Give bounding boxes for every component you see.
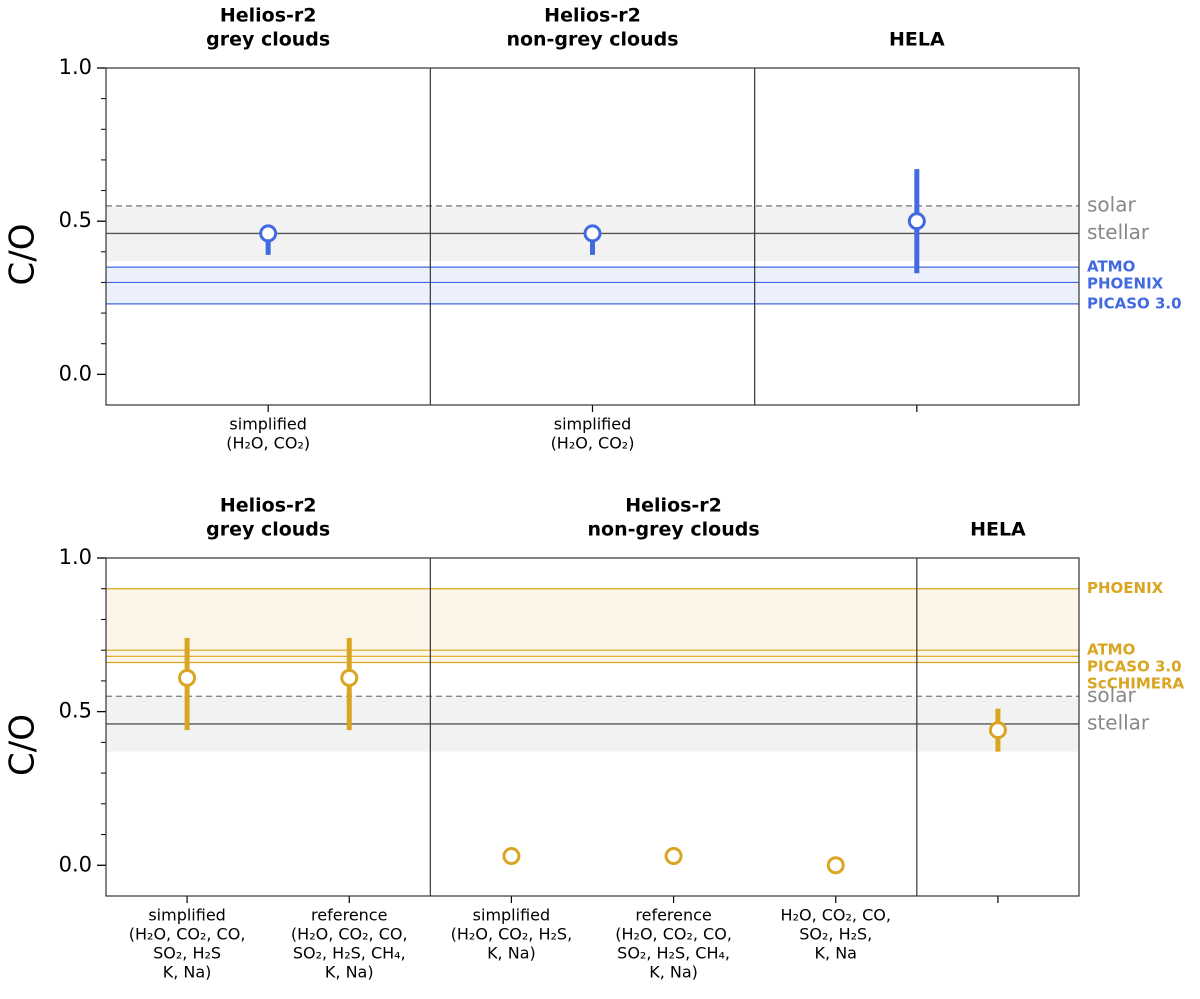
group-title: HELA	[970, 519, 1026, 541]
model-label: PHOENIX	[1087, 579, 1164, 597]
x-tick-label: simplified	[148, 906, 226, 925]
model-band	[106, 588, 1079, 663]
data-point	[664, 847, 683, 866]
group-title: non-grey clouds	[506, 29, 678, 51]
model-band	[106, 267, 1079, 304]
y-tick-label: 0.5	[59, 699, 92, 723]
x-tick-label: K, Na)	[325, 963, 374, 982]
x-tick-label: K, Na)	[487, 944, 536, 963]
x-tick-label: reference	[311, 906, 387, 925]
data-point	[178, 668, 197, 687]
model-label: PHOENIX	[1087, 275, 1164, 293]
x-tick-label: K, Na)	[163, 963, 212, 982]
x-tick-label: simplified	[229, 415, 307, 434]
reference-label: solar	[1087, 192, 1136, 216]
y-axis-label: C/O	[3, 224, 43, 286]
y-tick-label: 0.0	[59, 361, 92, 385]
x-tick-label: (H₂O, CO₂)	[551, 434, 635, 453]
x-tick-label: SO₂, H₂S,	[799, 925, 872, 944]
data-point	[502, 847, 521, 866]
data-point	[583, 224, 602, 243]
x-tick-label: simplified	[554, 415, 632, 434]
x-tick-label: reference	[635, 906, 711, 925]
model-label: PICASO 3.0	[1087, 294, 1182, 312]
y-axis-label: C/O	[3, 714, 43, 776]
data-point	[259, 224, 278, 243]
model-label: ATMO	[1087, 641, 1135, 659]
x-tick-label: K, Na	[815, 944, 857, 963]
x-tick-label: (H₂O, CO₂, CO,	[129, 925, 246, 944]
group-title: non-grey clouds	[588, 519, 760, 541]
data-point	[826, 856, 845, 875]
reference-label: stellar	[1087, 710, 1150, 734]
model-label: ScCHIMERA	[1087, 675, 1185, 693]
reference-label: solar	[1087, 683, 1136, 707]
data-point	[340, 668, 359, 687]
axes-frame	[105, 67, 1080, 406]
reference-label: stellar	[1087, 220, 1150, 244]
group-title: grey clouds	[206, 29, 330, 51]
group-title: HELA	[889, 29, 945, 51]
y-tick-label: 1.0	[59, 55, 92, 79]
group-title: Helios-r2	[220, 5, 317, 27]
x-tick-label: K, Na)	[649, 963, 698, 982]
x-tick-label: H₂O, CO₂, CO,	[781, 906, 891, 925]
group-title: Helios-r2	[625, 495, 722, 517]
x-tick-label: (H₂O, CO₂)	[226, 434, 310, 453]
x-tick-label: simplified	[473, 906, 551, 925]
axes-frame	[105, 557, 1080, 897]
x-tick-label: SO₂, H₂S	[153, 944, 221, 963]
model-label: ATMO	[1087, 258, 1135, 276]
model-label: PICASO 3.0	[1087, 658, 1182, 676]
data-point	[907, 212, 926, 231]
group-title: grey clouds	[206, 519, 330, 541]
group-title: Helios-r2	[544, 5, 641, 27]
y-tick-label: 1.0	[59, 545, 92, 569]
y-tick-label: 0.0	[59, 852, 92, 876]
x-tick-label: SO₂, H₂S, CH₄,	[293, 944, 406, 963]
x-tick-label: (H₂O, CO₂, CO,	[291, 925, 408, 944]
data-point	[988, 721, 1007, 740]
y-tick-label: 0.5	[59, 208, 92, 232]
x-tick-label: SO₂, H₂S, CH₄,	[617, 944, 730, 963]
group-title: Helios-r2	[220, 495, 317, 517]
x-tick-label: (H₂O, CO₂, H₂S,	[451, 925, 573, 944]
x-tick-label: (H₂O, CO₂, CO,	[615, 925, 732, 944]
